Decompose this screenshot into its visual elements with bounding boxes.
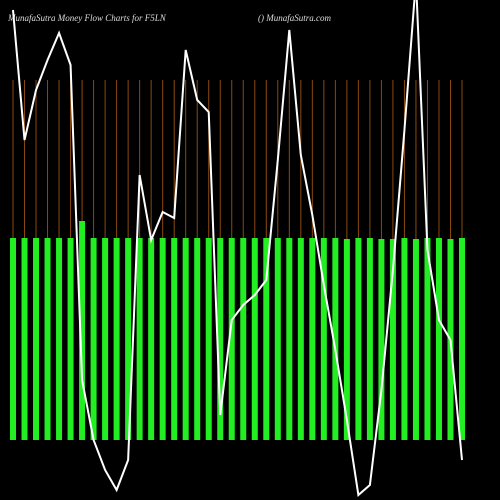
bar: [171, 238, 178, 440]
bar: [355, 238, 362, 440]
bar: [343, 239, 350, 440]
bar: [435, 238, 442, 440]
bar: [10, 238, 16, 440]
bar: [412, 239, 419, 440]
bar: [21, 238, 28, 440]
bar: [79, 221, 86, 440]
chart-title: MunafaSutra Money Flow Charts for F5LN: [7, 13, 167, 23]
bar: [217, 238, 224, 440]
bar: [459, 238, 465, 440]
bar: [113, 238, 120, 440]
bar: [378, 239, 385, 440]
bar: [205, 238, 212, 440]
bar: [309, 238, 316, 440]
bar: [297, 238, 304, 440]
bar: [102, 238, 109, 440]
bar: [332, 238, 339, 440]
bar: [56, 238, 63, 440]
bar: [148, 238, 155, 440]
bar: [240, 238, 247, 440]
bar: [424, 238, 431, 440]
bar: [320, 238, 327, 440]
bar: [366, 238, 373, 440]
bar: [401, 238, 408, 440]
bar: [44, 238, 51, 440]
bar: [182, 238, 189, 440]
bar: [159, 238, 166, 440]
chart-subtitle: () MunafaSutra.com: [258, 13, 331, 23]
bar: [389, 239, 396, 440]
money-flow-line: [12, 0, 463, 497]
bar: [263, 238, 270, 440]
bar: [67, 238, 74, 440]
bar: [136, 238, 143, 440]
bar: [286, 238, 293, 440]
bar: [251, 238, 258, 440]
bar: [194, 238, 201, 440]
bar: [33, 238, 40, 440]
bar: [228, 238, 235, 440]
bar: [274, 238, 281, 440]
bar: [90, 238, 97, 440]
bar: [125, 238, 132, 440]
